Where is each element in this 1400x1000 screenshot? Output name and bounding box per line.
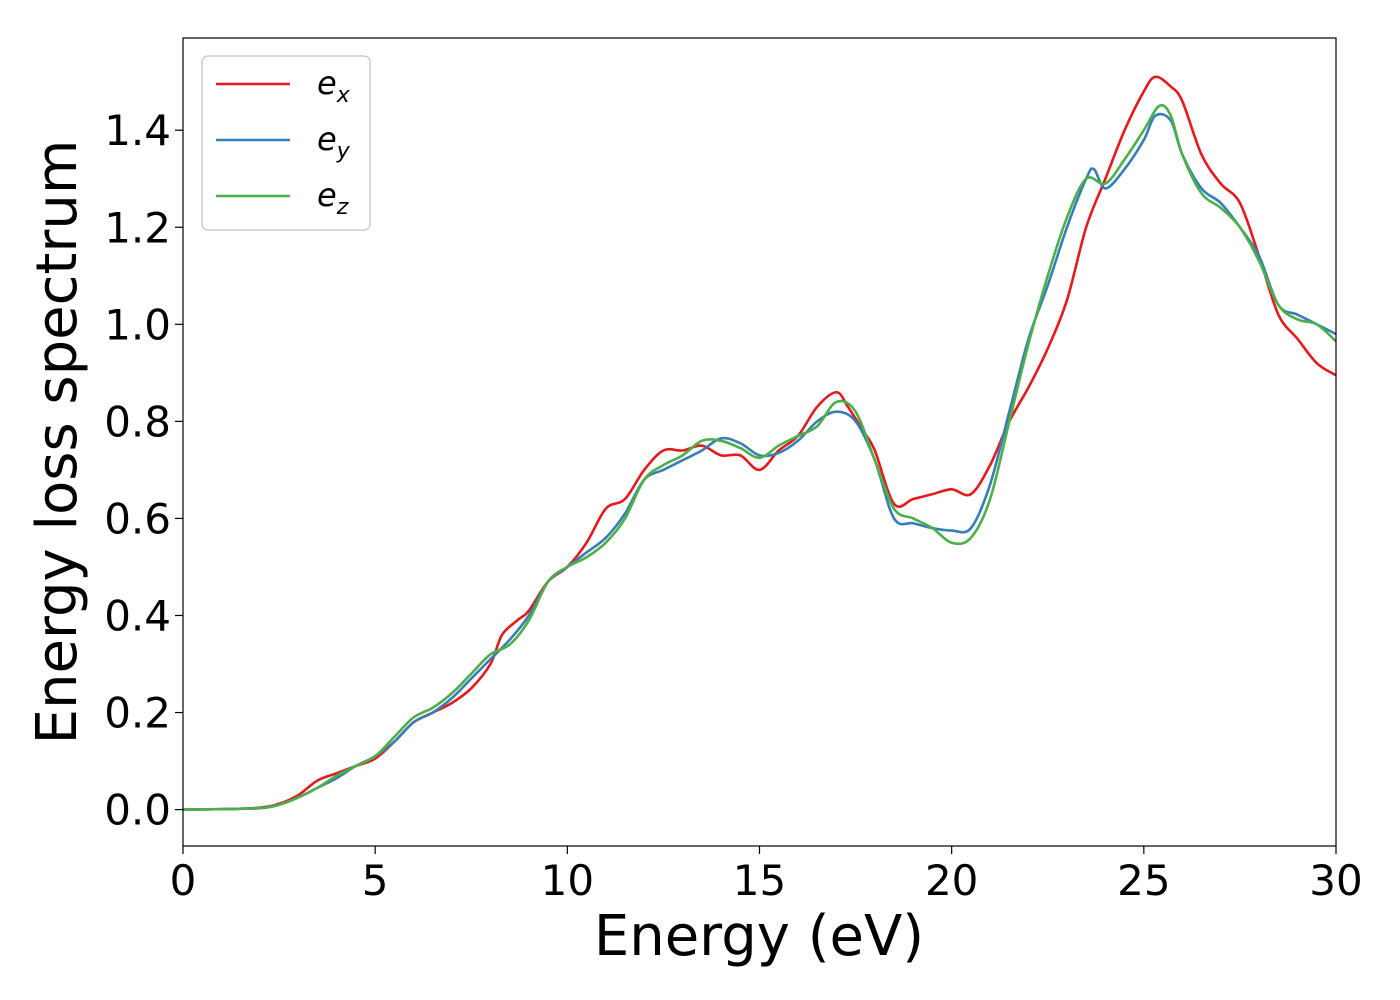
y-tick-label: 0.0	[104, 786, 171, 835]
legend-box	[201, 55, 371, 231]
x-tick-label: 10	[541, 856, 594, 905]
legend-label-x: ex	[317, 64, 351, 108]
y-tick-label: 0.8	[104, 397, 171, 446]
legend-label-y: ey	[317, 120, 351, 164]
y-tick-label: 0.2	[104, 689, 171, 738]
y-tick-label: 1.4	[104, 106, 171, 155]
x-axis-ticks: 0 5 10 15 20 25 30	[170, 846, 1363, 905]
x-tick-label: 5	[362, 856, 389, 905]
series-line-z	[183, 103, 1336, 811]
y-tick-label: 0.6	[104, 494, 171, 543]
y-tick-label: 1.0	[104, 300, 171, 349]
x-tick-label: 25	[1117, 856, 1170, 905]
y-axis-label: Energy loss spectrum	[25, 140, 90, 745]
x-axis-label: Energy (eV)	[594, 904, 924, 969]
y-axis-ticks: 0.0 0.2 0.4 0.6 0.8 1.0 1.2 1.4	[104, 106, 183, 835]
y-tick-label: 0.4	[104, 591, 171, 640]
series-line-y	[183, 112, 1336, 811]
x-tick-label: 30	[1309, 856, 1362, 905]
x-tick-label: 15	[733, 856, 786, 905]
series-lines	[183, 75, 1336, 811]
x-tick-label: 0	[170, 856, 197, 905]
y-tick-label: 1.2	[104, 203, 171, 252]
x-tick-label: 20	[925, 856, 978, 905]
legend: ex ey ez	[201, 55, 371, 231]
legend-label-z: ez	[317, 176, 349, 220]
